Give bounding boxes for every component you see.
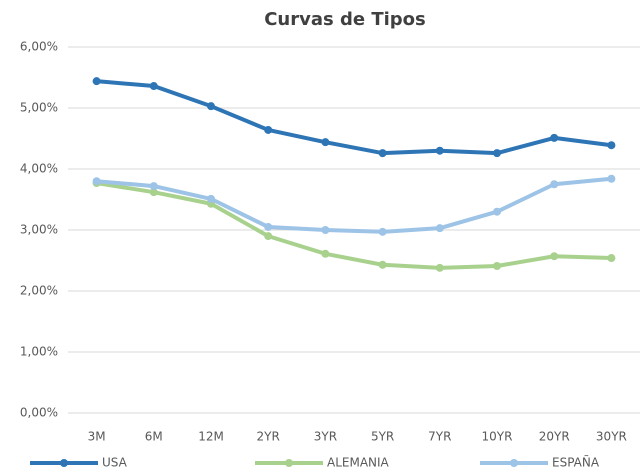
x-tick-label: 3YR (314, 430, 337, 444)
point (149, 188, 158, 197)
point (435, 224, 444, 233)
point (378, 260, 387, 269)
point (550, 180, 559, 189)
point (435, 263, 444, 272)
point (149, 82, 158, 91)
point (435, 146, 444, 155)
point (607, 174, 616, 183)
y-tick-label: 0,00% (20, 406, 58, 420)
x-tick-label: 2YR (257, 430, 280, 444)
point (607, 141, 616, 150)
point (321, 226, 330, 234)
point (378, 149, 387, 158)
point (493, 261, 501, 270)
x-tick-label: 12M (198, 430, 224, 444)
legend-label: ESPAÑA (552, 455, 600, 470)
point (264, 232, 273, 241)
point (321, 138, 330, 147)
legend-marker (510, 459, 518, 467)
y-tick-label: 1,00% (20, 345, 58, 359)
series-line (96, 181, 612, 270)
y-tick-label: 6,00% (20, 40, 58, 54)
y-tick-label: 4,00% (20, 162, 58, 176)
point (607, 254, 616, 263)
series-line (96, 176, 612, 234)
legend-marker (60, 459, 68, 467)
point (264, 125, 273, 134)
point (493, 149, 501, 158)
point (149, 182, 158, 191)
point (550, 252, 559, 261)
x-tick-label: 7YR (428, 430, 451, 444)
point (207, 102, 215, 111)
x-tick-label: 5YR (371, 430, 394, 444)
point (550, 133, 559, 142)
legend-label: ALEMANIA (327, 456, 390, 470)
point (207, 194, 215, 203)
point (321, 249, 330, 258)
x-tick-label: 30YR (596, 430, 627, 444)
y-tick-label: 2,00% (20, 284, 58, 298)
point (378, 227, 387, 236)
series-line (96, 79, 612, 156)
x-tick-label: 6M (145, 430, 163, 444)
legend-label: USA (102, 456, 128, 470)
point (493, 207, 501, 216)
point (264, 222, 273, 231)
chart-title: Curvas de Tipos (264, 9, 426, 30)
y-tick-label: 5,00% (20, 101, 58, 115)
y-tick-label: 3,00% (20, 223, 58, 237)
point (92, 177, 101, 186)
point (92, 77, 101, 86)
legend-marker (285, 459, 293, 467)
x-tick-label: 20YR (539, 430, 570, 444)
x-tick-label: 3M (88, 430, 106, 444)
x-tick-label: 10YR (482, 430, 513, 444)
